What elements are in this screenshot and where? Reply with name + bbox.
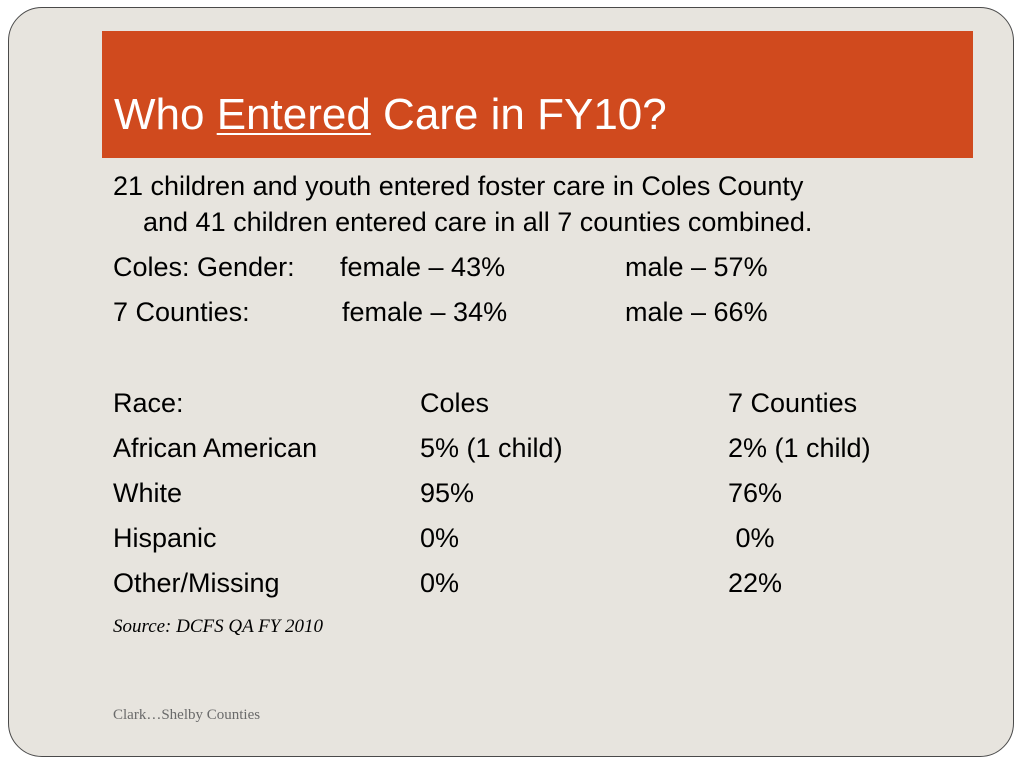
race-7-counties-value: 0% bbox=[728, 523, 775, 553]
slide-body: 21 children and youth entered foster car… bbox=[113, 168, 993, 597]
gender-label: Coles: Gender: bbox=[113, 252, 295, 282]
slide-title: Who Entered Care in FY10? bbox=[114, 93, 667, 137]
race-header-race: Race: bbox=[113, 388, 184, 418]
title-text-underlined: Entered bbox=[216, 90, 371, 139]
race-header-7-counties: 7 Counties bbox=[728, 388, 858, 418]
race-category: Other/Missing bbox=[113, 568, 280, 598]
gender-female: female – 34% bbox=[342, 297, 508, 327]
race-header-coles: Coles bbox=[420, 388, 490, 418]
gender-label: 7 Counties: bbox=[113, 297, 250, 327]
race-category: Hispanic bbox=[113, 523, 217, 553]
race-coles-value: 0% bbox=[420, 568, 460, 598]
intro-line-2: and 41 children entered care in all 7 co… bbox=[143, 207, 813, 237]
intro-paragraph: 21 children and youth entered foster car… bbox=[113, 168, 993, 240]
race-7-counties-value: 76% bbox=[728, 478, 783, 508]
intro-line-1: 21 children and youth entered foster car… bbox=[113, 171, 804, 201]
race-coles-value: 95% bbox=[420, 478, 475, 508]
race-7-counties-value: 22% bbox=[728, 568, 783, 598]
gender-female: female – 43% bbox=[340, 252, 506, 282]
race-category: African American bbox=[113, 433, 318, 463]
title-text-after: Care in FY10? bbox=[370, 90, 667, 139]
race-coles-value: 5% (1 child) bbox=[420, 433, 563, 463]
title-text-before: Who bbox=[114, 90, 217, 139]
race-category: White bbox=[113, 478, 183, 508]
title-bar: Who Entered Care in FY10? bbox=[102, 31, 973, 158]
gender-male: male – 57% bbox=[625, 252, 768, 282]
source-citation: Source: DCFS QA FY 2010 bbox=[113, 616, 324, 637]
race-coles-value: 0% bbox=[420, 523, 460, 553]
slide-footer: Clark…Shelby Counties bbox=[113, 707, 261, 723]
race-7-counties-value: 2% (1 child) bbox=[728, 433, 871, 463]
gender-male: male – 66% bbox=[625, 297, 768, 327]
